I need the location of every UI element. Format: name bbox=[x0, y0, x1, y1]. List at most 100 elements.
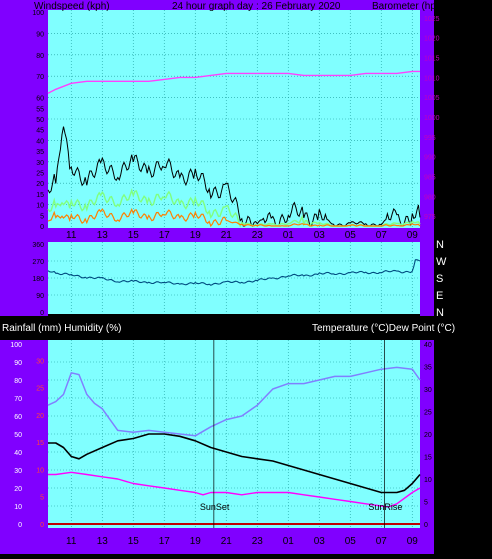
temp-tick-label: 10 bbox=[424, 477, 432, 484]
wind-tick-label: 60 bbox=[36, 96, 44, 103]
humidity-tick-label: 70 bbox=[14, 396, 22, 403]
wind-direction-line bbox=[47, 259, 421, 286]
rain-tick-label: 10 bbox=[36, 467, 44, 474]
top-center-title: 24 hour graph day : 26 February 2020 bbox=[172, 1, 341, 12]
baro-tick-label: 1020 bbox=[424, 36, 440, 43]
wind-tick-label: 10 bbox=[36, 203, 44, 210]
x-tick-label: 03 bbox=[314, 230, 326, 241]
baro-tick-label: 1005 bbox=[424, 95, 440, 102]
dewpoint-line bbox=[48, 471, 421, 508]
x-tick-label: 15 bbox=[128, 536, 140, 547]
x-tick-label: 07 bbox=[376, 230, 388, 241]
bottom-left-title: Rainfall (mm) Humidity (%) bbox=[2, 323, 121, 334]
humidity-tick-label: 60 bbox=[14, 414, 22, 421]
x-tick-label: 13 bbox=[97, 536, 109, 547]
x-tick-label: 21 bbox=[221, 230, 233, 241]
wind-tick-label: 30 bbox=[36, 160, 44, 167]
x-tick-label: 11 bbox=[66, 536, 77, 547]
baro-tick-label: 1025 bbox=[424, 16, 440, 23]
humidity-tick-label: 10 bbox=[14, 504, 22, 511]
x-tick-label: 05 bbox=[345, 536, 357, 547]
sunrise-label: SunRise bbox=[368, 502, 402, 512]
x-tick-label: 07 bbox=[376, 536, 388, 547]
baro-tick-label: 985 bbox=[424, 174, 436, 181]
x-tick-label: 13 bbox=[97, 230, 109, 241]
temperature-line bbox=[48, 433, 421, 494]
series-layer bbox=[47, 70, 421, 528]
baro-tick-label: 1000 bbox=[424, 115, 440, 122]
dir-label-s: S bbox=[436, 273, 443, 285]
humidity-tick-label: 30 bbox=[14, 468, 22, 475]
dir-label-n2: N bbox=[436, 307, 444, 319]
x-tick-label: 01 bbox=[283, 230, 295, 241]
wind-tick-label: 40 bbox=[36, 138, 44, 145]
rain-tick-label: 15 bbox=[36, 440, 44, 447]
wind-tick-label: 20 bbox=[36, 181, 44, 188]
baro-tick-label: 980 bbox=[424, 194, 436, 201]
wind-tick-label: 70 bbox=[36, 74, 44, 81]
temp-tick-label: 25 bbox=[424, 410, 432, 417]
barometer-line bbox=[47, 70, 420, 94]
dir-label-e: E bbox=[436, 290, 443, 302]
rain-tick-label: 0 bbox=[40, 522, 44, 529]
humidity-tick-label: 100 bbox=[10, 342, 22, 349]
rain-tick-label: 20 bbox=[36, 413, 44, 420]
x-tick-label: 23 bbox=[252, 230, 264, 241]
humidity-tick-label: 40 bbox=[14, 450, 22, 457]
wind-tick-label: 45 bbox=[36, 128, 44, 135]
temp-tick-label: 0 bbox=[424, 522, 428, 529]
x-tick-label: 03 bbox=[314, 536, 326, 547]
x-tick-label: 05 bbox=[345, 230, 357, 241]
x-tick-label: 01 bbox=[283, 536, 295, 547]
x-tick-label: 19 bbox=[190, 536, 202, 547]
top-right-title: Barometer (hpa) bbox=[372, 1, 445, 12]
dir-tick-label: 90 bbox=[36, 293, 44, 300]
dir-tick-label: 270 bbox=[32, 259, 44, 266]
wind-tick-label: 100 bbox=[32, 10, 44, 17]
temp-tick-label: 20 bbox=[424, 432, 432, 439]
humidity-tick-label: 80 bbox=[14, 378, 22, 385]
baro-tick-label: 990 bbox=[424, 155, 436, 162]
temp-tick-label: 30 bbox=[424, 387, 432, 394]
temp-tick-label: 35 bbox=[424, 365, 432, 372]
sunset-label: SunSet bbox=[200, 502, 230, 512]
baro-tick-label: 1015 bbox=[424, 56, 440, 63]
baro-tick-label: 975 bbox=[424, 214, 436, 221]
rain-tick-label: 25 bbox=[36, 386, 44, 393]
x-tick-label: 21 bbox=[221, 536, 233, 547]
wind-tick-label: 90 bbox=[36, 31, 44, 38]
rain-tick-label: 30 bbox=[36, 358, 44, 365]
humidity-tick-label: 0 bbox=[18, 522, 22, 529]
left-purple-bar bbox=[0, 0, 48, 554]
x-tick-label: 17 bbox=[159, 536, 171, 547]
wind-gust-line bbox=[47, 126, 421, 227]
dir-tick-label: 180 bbox=[32, 276, 44, 283]
dir-tick-label: 360 bbox=[32, 242, 44, 249]
wind-tick-label: 25 bbox=[36, 171, 44, 178]
x-tick-label: 19 bbox=[190, 230, 202, 241]
wind-tick-label: 0 bbox=[40, 224, 44, 231]
temp-tick-label: 40 bbox=[424, 342, 432, 349]
humidity-line bbox=[47, 366, 421, 437]
wind-tick-label: 80 bbox=[36, 53, 44, 60]
temp-tick-label: 5 bbox=[424, 500, 428, 507]
wind-tick-label: 50 bbox=[36, 117, 44, 124]
x-tick-label: 11 bbox=[66, 230, 77, 241]
bottom-purple-strip bbox=[0, 528, 434, 554]
humidity-tick-label: 50 bbox=[14, 432, 22, 439]
wind-tick-label: 55 bbox=[36, 106, 44, 113]
wind-tick-label: 35 bbox=[36, 149, 44, 156]
humidity-tick-label: 20 bbox=[14, 486, 22, 493]
x-tick-label: 15 bbox=[128, 230, 140, 241]
dir-label-w: W bbox=[436, 256, 447, 268]
x-tick-label: 09 bbox=[407, 230, 419, 241]
x-tick-label: 23 bbox=[252, 536, 264, 547]
dir-label-n1: N bbox=[436, 239, 444, 251]
wind-tick-label: 5 bbox=[40, 213, 44, 220]
top-left-title: Windspeed (kph) bbox=[34, 1, 110, 12]
mid-purple-strip bbox=[0, 228, 434, 242]
x-tick-label: 09 bbox=[407, 536, 419, 547]
dir-tick-label: 0 bbox=[40, 310, 44, 317]
